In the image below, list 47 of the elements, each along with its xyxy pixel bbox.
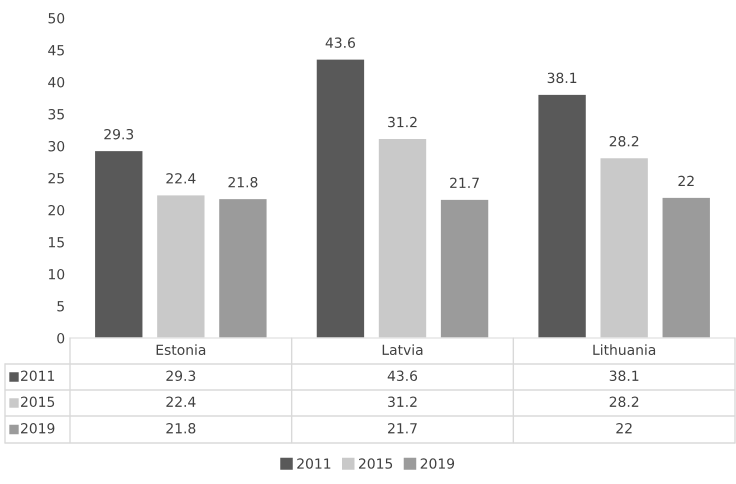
bar: [94, 150, 144, 338]
y-tick-label: 25: [48, 172, 64, 184]
bar: [218, 198, 268, 338]
legend-label: 2019: [420, 458, 454, 469]
y-tick-label: 10: [48, 268, 64, 280]
text: 21.8: [166, 423, 196, 434]
bar: [156, 194, 206, 338]
text: 31.2: [388, 396, 417, 408]
bar: [377, 138, 428, 338]
text: 22: [616, 423, 632, 434]
y-tick-label: 40: [48, 76, 64, 88]
text: 28.2: [610, 396, 638, 408]
data-label: 22: [678, 176, 694, 186]
text: 38.1: [610, 370, 638, 382]
legend-label: 2011: [21, 370, 54, 382]
x-tick-label: Lithuania: [593, 344, 656, 356]
bar: [537, 93, 588, 338]
data-label: 31.2: [388, 116, 417, 128]
data-label: 21.7: [450, 178, 479, 188]
text: 22.4: [166, 396, 196, 407]
data-label: 43.6: [326, 37, 356, 48]
text: 43.6: [388, 370, 418, 382]
y-tick-label: 5: [57, 301, 64, 312]
y-tick-label: 50: [48, 12, 64, 24]
data-label: 22.4: [166, 173, 196, 184]
y-tick-label: 30: [48, 140, 64, 152]
y-tick-label: 45: [48, 45, 64, 56]
y-tick-label: 20: [48, 204, 64, 216]
text: 21.7: [388, 423, 417, 434]
bar: [661, 196, 712, 338]
x-tick-label: Estonia: [156, 344, 206, 356]
legend-label: 2015: [21, 396, 54, 408]
y-tick-label: 35: [48, 108, 64, 120]
y-tick-label: 0: [57, 332, 64, 344]
text: 2015: [358, 458, 392, 469]
data-label: 28.2: [610, 136, 638, 146]
y-tick-label: 15: [48, 237, 64, 248]
bar: [439, 198, 490, 338]
bar: [599, 156, 650, 338]
data-label: 38.1: [548, 72, 576, 84]
x-tick-label: Latvia: [382, 344, 422, 356]
text: 2019: [21, 423, 54, 434]
data-label: 29.3: [104, 128, 134, 140]
text: 2011: [297, 458, 330, 469]
data-label: 21.8: [228, 176, 258, 188]
bar: [315, 58, 366, 338]
text: 29.3: [166, 370, 196, 382]
